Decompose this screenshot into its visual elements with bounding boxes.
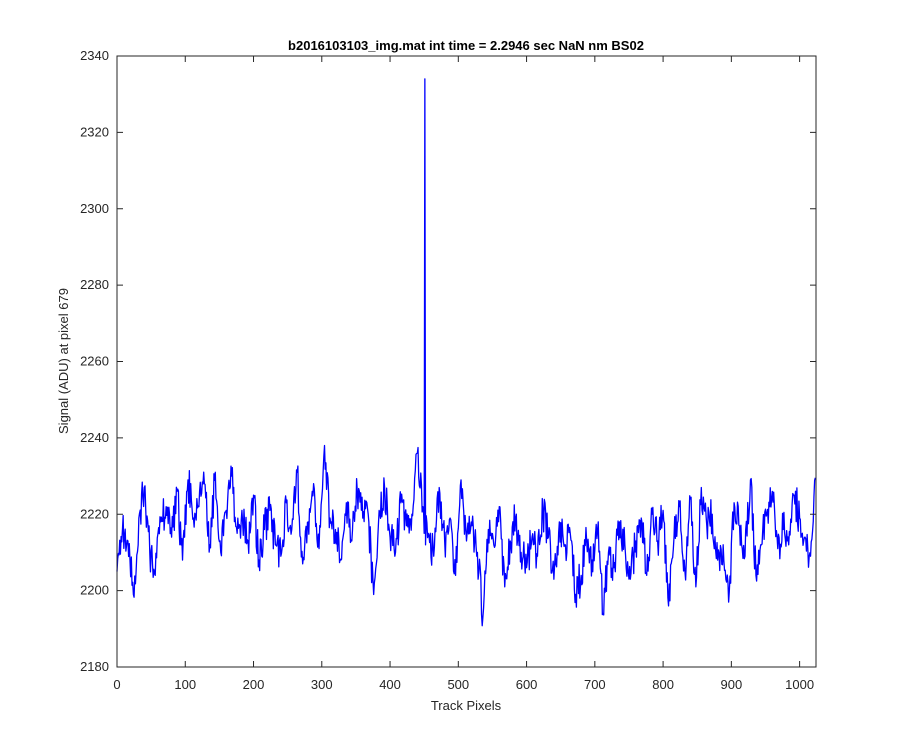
x-tick-label: 400 <box>379 677 401 692</box>
axis-ticks: 0 100 200 300 400 500 600 700 800 900 1000 2180 2200… <box>80 48 816 692</box>
x-tick-label: 200 <box>243 677 265 692</box>
y-tick-label: 2320 <box>80 124 109 139</box>
x-tick-label: 0 <box>113 677 120 692</box>
y-tick-label: 2280 <box>80 277 109 292</box>
y-tick-label: 2240 <box>80 430 109 445</box>
x-tick-label: 100 <box>174 677 196 692</box>
y-tick-label: 2200 <box>80 583 109 598</box>
y-tick-label: 2300 <box>80 201 109 216</box>
y-tick-label: 2220 <box>80 506 109 521</box>
y-tick-label: 2340 <box>80 48 109 63</box>
x-tick-label: 500 <box>447 677 469 692</box>
x-tick-label: 800 <box>652 677 674 692</box>
y-tick-label: 2180 <box>80 659 109 674</box>
plot-area <box>117 56 816 667</box>
y-axis-title: Signal (ADU) at pixel 679 <box>56 288 71 434</box>
y-tick-label: 2260 <box>80 354 109 369</box>
x-tick-label: 600 <box>516 677 538 692</box>
data-layer <box>116 78 816 627</box>
axes-box <box>116 55 817 668</box>
x-axis-title: Track Pixels <box>431 698 502 713</box>
series-line <box>116 78 816 627</box>
x-tick-label: 700 <box>584 677 606 692</box>
x-tick-label: 300 <box>311 677 333 692</box>
x-tick-label: 1000 <box>785 677 814 692</box>
chart-title: b2016103103_img.mat int time = 2.2946 se… <box>288 38 644 53</box>
x-tick-label: 900 <box>721 677 743 692</box>
